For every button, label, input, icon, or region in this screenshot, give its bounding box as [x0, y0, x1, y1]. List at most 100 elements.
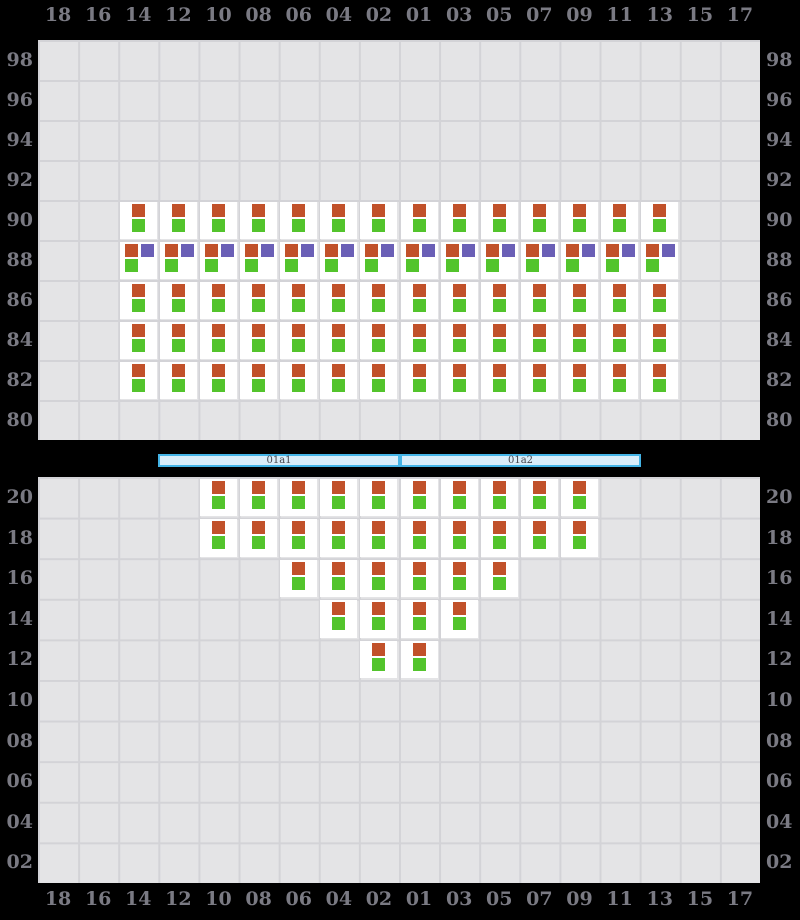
- cargo-slot[interactable]: [400, 478, 438, 517]
- cargo-slot[interactable]: [240, 241, 278, 279]
- cargo-slot[interactable]: [360, 241, 398, 279]
- cargo-slot[interactable]: [159, 281, 197, 319]
- cargo-slot[interactable]: [360, 281, 398, 319]
- cargo-slot[interactable]: [480, 559, 518, 598]
- cargo-slot[interactable]: [601, 241, 639, 279]
- cargo-slot[interactable]: [480, 201, 518, 239]
- cargo-slot[interactable]: [320, 281, 358, 319]
- cargo-slot[interactable]: [360, 600, 398, 638]
- cargo-slot[interactable]: [119, 321, 157, 359]
- cargo-slot[interactable]: [360, 361, 398, 399]
- cargo-slot[interactable]: [480, 478, 518, 517]
- cargo-slot[interactable]: [440, 559, 478, 598]
- cargo-slot[interactable]: [159, 361, 197, 399]
- cargo-slot[interactable]: [641, 281, 679, 319]
- cargo-slot[interactable]: [641, 241, 679, 279]
- cargo-slot[interactable]: [159, 321, 197, 359]
- cargo-slot[interactable]: [520, 519, 558, 557]
- cargo-slot[interactable]: [240, 519, 278, 557]
- cargo-slot[interactable]: [520, 478, 558, 517]
- cargo-slot[interactable]: [199, 321, 238, 359]
- cargo-slot[interactable]: [520, 281, 558, 319]
- cargo-slot[interactable]: [240, 478, 278, 517]
- cargo-slot[interactable]: [400, 600, 438, 638]
- cargo-slot[interactable]: [560, 519, 599, 557]
- cargo-slot[interactable]: [480, 361, 518, 399]
- cargo-slot[interactable]: [360, 478, 398, 517]
- cargo-slot[interactable]: [560, 361, 599, 399]
- cargo-slot[interactable]: [159, 241, 197, 279]
- cargo-slot[interactable]: [199, 281, 238, 319]
- cargo-slot[interactable]: [560, 201, 599, 239]
- cargo-slot[interactable]: [320, 559, 358, 598]
- cargo-slot[interactable]: [360, 559, 398, 598]
- cargo-slot[interactable]: [440, 600, 478, 638]
- cargo-slot[interactable]: [280, 559, 318, 598]
- cargo-slot[interactable]: [280, 519, 318, 557]
- cargo-slot[interactable]: [601, 321, 639, 359]
- hatch-cover-2[interactable]: 01a2: [400, 454, 641, 467]
- cargo-slot[interactable]: [400, 519, 438, 557]
- cargo-slot[interactable]: [520, 241, 558, 279]
- cargo-slot[interactable]: [440, 519, 478, 557]
- cargo-slot[interactable]: [320, 600, 358, 638]
- cargo-slot[interactable]: [119, 201, 157, 239]
- cargo-slot[interactable]: [440, 361, 478, 399]
- cargo-slot[interactable]: [199, 241, 238, 279]
- cargo-slot[interactable]: [240, 201, 278, 239]
- cargo-slot[interactable]: [320, 241, 358, 279]
- cargo-slot[interactable]: [560, 241, 599, 279]
- cargo-slot[interactable]: [280, 281, 318, 319]
- cargo-slot[interactable]: [641, 201, 679, 239]
- cargo-slot[interactable]: [280, 478, 318, 517]
- cargo-slot[interactable]: [520, 321, 558, 359]
- cargo-slot[interactable]: [199, 361, 238, 399]
- cargo-slot[interactable]: [400, 241, 438, 279]
- cargo-slot[interactable]: [400, 321, 438, 359]
- cargo-slot[interactable]: [360, 519, 398, 557]
- cargo-slot[interactable]: [560, 478, 599, 517]
- cargo-slot[interactable]: [280, 201, 318, 239]
- cargo-slot[interactable]: [601, 201, 639, 239]
- cargo-slot[interactable]: [280, 321, 318, 359]
- cargo-slot[interactable]: [119, 361, 157, 399]
- cargo-slot[interactable]: [320, 361, 358, 399]
- cargo-slot[interactable]: [400, 640, 438, 679]
- cargo-slot[interactable]: [440, 241, 478, 279]
- cargo-slot[interactable]: [199, 519, 238, 557]
- cargo-slot[interactable]: [400, 559, 438, 598]
- cargo-slot[interactable]: [280, 241, 318, 279]
- cargo-slot[interactable]: [320, 519, 358, 557]
- cargo-slot[interactable]: [520, 201, 558, 239]
- cargo-slot[interactable]: [119, 281, 157, 319]
- cargo-slot[interactable]: [119, 241, 157, 279]
- cargo-slot[interactable]: [240, 361, 278, 399]
- cargo-slot[interactable]: [240, 281, 278, 319]
- cargo-slot[interactable]: [360, 321, 398, 359]
- cargo-slot[interactable]: [199, 478, 238, 517]
- cargo-slot[interactable]: [520, 361, 558, 399]
- cargo-slot[interactable]: [400, 361, 438, 399]
- cargo-slot[interactable]: [240, 321, 278, 359]
- cargo-slot[interactable]: [560, 281, 599, 319]
- cargo-slot[interactable]: [440, 201, 478, 239]
- cargo-slot[interactable]: [480, 321, 518, 359]
- cargo-slot[interactable]: [400, 201, 438, 239]
- cargo-slot[interactable]: [480, 241, 518, 279]
- cargo-slot[interactable]: [320, 321, 358, 359]
- cargo-slot[interactable]: [360, 201, 398, 239]
- cargo-slot[interactable]: [360, 640, 398, 679]
- cargo-slot[interactable]: [560, 321, 599, 359]
- cargo-slot[interactable]: [440, 478, 478, 517]
- cargo-slot[interactable]: [320, 478, 358, 517]
- cargo-slot[interactable]: [480, 281, 518, 319]
- cargo-slot[interactable]: [601, 281, 639, 319]
- cargo-slot[interactable]: [400, 281, 438, 319]
- cargo-slot[interactable]: [199, 201, 238, 239]
- cargo-slot[interactable]: [480, 519, 518, 557]
- cargo-slot[interactable]: [440, 321, 478, 359]
- cargo-slot[interactable]: [641, 361, 679, 399]
- cargo-slot[interactable]: [320, 201, 358, 239]
- cargo-slot[interactable]: [440, 281, 478, 319]
- cargo-slot[interactable]: [601, 361, 639, 399]
